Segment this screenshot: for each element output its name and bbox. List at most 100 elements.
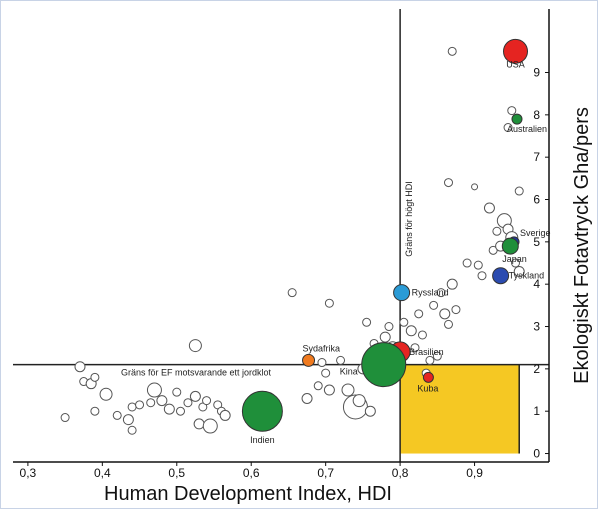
country-point <box>436 288 446 298</box>
country-point <box>364 405 376 417</box>
country-point-sydafrika <box>302 353 316 367</box>
country-point <box>146 382 162 398</box>
x-tick-label: 0,4 <box>94 466 111 480</box>
x-tick-label: 0,7 <box>317 466 334 480</box>
country-point-tyskland <box>492 267 510 285</box>
country-point <box>156 395 168 407</box>
country-point-usa <box>503 38 528 64</box>
country-point <box>417 330 427 340</box>
country-point <box>324 298 334 308</box>
country-point <box>446 278 458 290</box>
country-point <box>352 394 366 408</box>
country-point-kuba <box>422 371 434 383</box>
country-point <box>172 387 182 397</box>
country-point <box>439 308 451 320</box>
country-point <box>511 258 520 268</box>
country-point <box>379 331 391 343</box>
country-point <box>432 351 442 361</box>
x-tick-label: 0,8 <box>392 466 409 480</box>
country-point <box>183 398 193 408</box>
country-point <box>74 361 86 373</box>
country-point <box>429 300 439 310</box>
country-point <box>321 368 331 378</box>
country-point <box>483 202 495 214</box>
country-point <box>323 384 335 396</box>
y-tick-label: 2 <box>533 362 540 376</box>
y-tick-label: 4 <box>533 277 540 291</box>
country-point <box>188 339 202 353</box>
country-point <box>193 418 205 430</box>
country-point <box>503 123 513 133</box>
country-point <box>492 226 502 236</box>
country-point <box>99 387 113 401</box>
country-point <box>451 305 461 315</box>
country-point <box>127 402 137 412</box>
country-point <box>189 390 201 402</box>
country-label-japan: Japan <box>502 254 527 264</box>
country-point-australien <box>511 113 523 125</box>
country-point <box>514 186 524 196</box>
country-point <box>341 383 355 397</box>
country-point-indien <box>241 390 283 432</box>
country-label-kuba: Kuba <box>417 383 438 393</box>
country-point <box>127 425 137 435</box>
y-tick-label: 6 <box>533 193 540 207</box>
one-planet-boundary-label: Gräns för EF motsvarande ett jordklot <box>121 368 272 378</box>
country-point <box>202 396 212 406</box>
country-point <box>301 392 313 404</box>
country-point <box>462 258 472 268</box>
country-label-tyskland: Tyskland <box>509 271 545 281</box>
y-tick-label: 7 <box>533 150 540 164</box>
country-point <box>414 309 424 319</box>
country-label-ryssland: Ryssland <box>412 288 449 298</box>
x-tick-label: 0,9 <box>466 466 483 480</box>
x-tick-label: 0,6 <box>243 466 260 480</box>
country-point <box>507 106 517 116</box>
country-point-ryssland <box>393 284 411 302</box>
country-point <box>444 319 453 329</box>
country-label-sverige: Sverige <box>520 228 551 238</box>
country-point <box>60 413 70 423</box>
y-tick-label: 3 <box>533 320 540 334</box>
y-tick-label: 9 <box>533 66 540 80</box>
country-label-usa: USA <box>506 59 525 69</box>
country-label-australien: Australien <box>507 124 547 134</box>
country-point <box>317 358 327 368</box>
country-point <box>90 372 100 382</box>
country-point <box>163 403 175 415</box>
sustainable-zone <box>400 364 520 454</box>
country-point <box>471 183 479 191</box>
y-tick-label: 8 <box>533 108 540 122</box>
y-axis-label: Ekologiskt Fotavtryck Gha/pers <box>571 107 593 384</box>
country-point <box>405 325 417 337</box>
country-label-sydafrika: Sydafrika <box>303 343 341 353</box>
y-tick-label: 5 <box>533 235 540 249</box>
country-point <box>447 46 457 56</box>
country-point <box>425 355 435 365</box>
country-point <box>202 418 218 434</box>
country-label-kina: Kina <box>340 367 358 377</box>
country-point-kina <box>361 342 407 388</box>
country-point <box>399 317 409 327</box>
high-hdi-boundary-label: Gräns för högt HDI <box>404 181 414 257</box>
country-point <box>384 322 394 332</box>
country-point <box>90 406 100 416</box>
country-point <box>313 381 323 391</box>
x-tick-label: 0,3 <box>20 466 37 480</box>
country-point <box>135 400 145 410</box>
country-point <box>287 288 297 298</box>
country-point <box>219 409 231 421</box>
y-tick-label: 0 <box>533 447 540 461</box>
country-point <box>336 355 346 365</box>
country-point <box>477 271 487 281</box>
country-point <box>146 398 156 408</box>
x-axis-label: Human Development Index, HDI <box>104 483 392 505</box>
x-tick-label: 0,5 <box>168 466 185 480</box>
country-point <box>473 260 483 270</box>
country-point-japan <box>501 237 519 255</box>
country-point <box>444 178 453 188</box>
y-tick-label: 1 <box>533 404 540 418</box>
country-label-indien: Indien <box>250 435 275 445</box>
